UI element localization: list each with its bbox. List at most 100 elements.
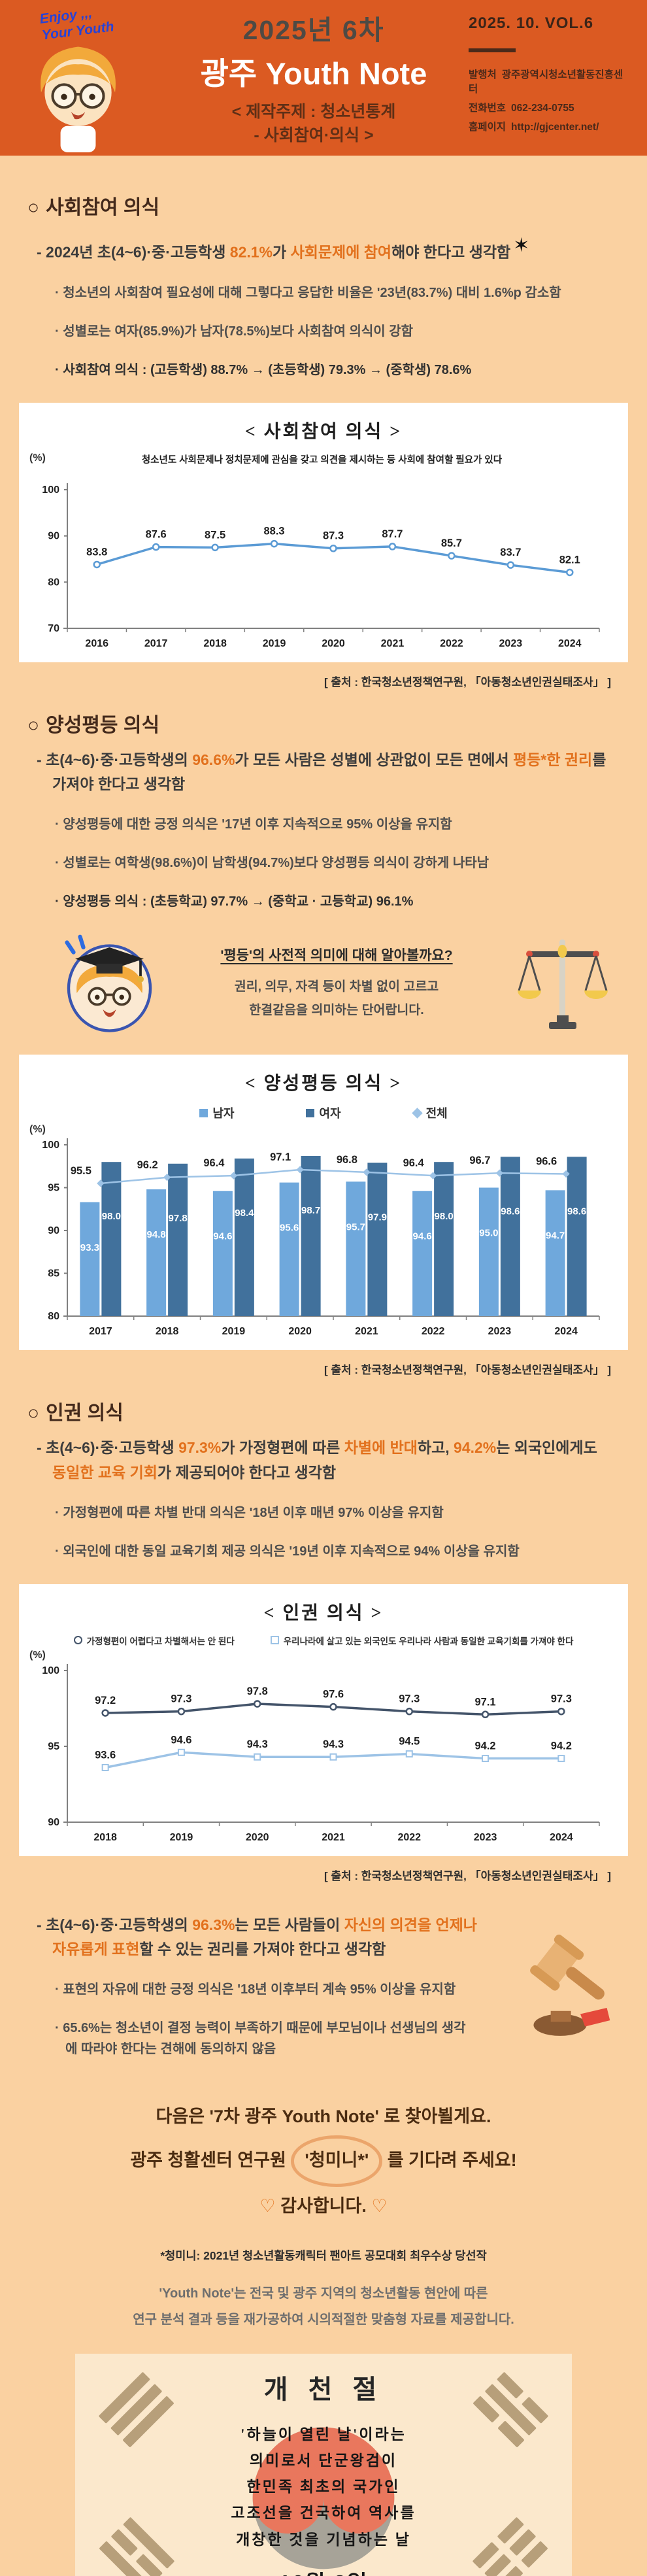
chart-question-text: 청소년도 사회문제나 정치문제에 관심을 갖고 의견을 제시하는 등 사회에 참… (141, 454, 503, 466)
volume-label: 2025. 10. VOL.6 (469, 14, 594, 32)
svg-text:2016: 2016 (85, 638, 108, 649)
svg-text:95: 95 (48, 1183, 59, 1194)
svg-text:2021: 2021 (322, 1832, 345, 1843)
trigram-gam-icon (473, 2371, 548, 2447)
svg-text:2017: 2017 (89, 1326, 112, 1337)
foundation-day-card: 개 천 절 '하늘이 열린 날'이라는 의미로서 단군왕검이 한민족 최초의 국… (75, 2353, 572, 2576)
svg-text:90: 90 (48, 531, 59, 542)
bullet-item: · 양성평등 의식 : (초등학교) 97.7% → (중학교 · 고등학교) … (55, 894, 414, 909)
svg-text:95.5: 95.5 (71, 1165, 91, 1177)
trigram-geon-icon (99, 2371, 174, 2447)
svg-text:2024: 2024 (550, 1832, 573, 1843)
svg-text:93.6: 93.6 (95, 1749, 116, 1761)
svg-text:95.7: 95.7 (346, 1222, 365, 1233)
svg-text:100: 100 (42, 1140, 59, 1151)
header-titles: 2025년 6차 광주 Youth Note < 제작주제 : 청소년통계 - … (141, 8, 487, 148)
svg-text:88.3: 88.3 (263, 526, 284, 537)
chart-title: < 사회참여 의식 > (244, 421, 403, 442)
scales-of-justice-icon (518, 940, 608, 1030)
trigram-gon-icon (473, 2517, 548, 2576)
svg-text:94.2: 94.2 (475, 1740, 496, 1752)
svg-text:94.6: 94.6 (413, 1231, 432, 1242)
bullet-item: · 성별로는 여자(85.9%)가 남자(78.5%)보다 사회참여 의식이 강… (55, 324, 414, 339)
foundation-day-date: 10월 3일 (75, 2566, 572, 2576)
chart-title: < 인권 의식 > (263, 1602, 384, 1623)
svg-text:2024: 2024 (554, 1326, 578, 1337)
svg-text:2022: 2022 (397, 1832, 421, 1843)
svg-text:96.4: 96.4 (203, 1158, 225, 1170)
svg-text:83.7: 83.7 (500, 547, 521, 558)
svg-text:98.4: 98.4 (235, 1208, 254, 1219)
closing-line-1: 다음은 '7차 광주 Youth Note' 로 찾아뵐게요. (156, 2107, 491, 2127)
closing-description: 'Youth Note'는 전국 및 광주 지역의 청소년활동 현안에 따른 연… (133, 2286, 514, 2327)
gender-equality-bar-chart: 80 85 90 95 100 2017 2018 2019 2020 2021 2022 2023 2… (42, 1138, 600, 1337)
svg-text:93.3: 93.3 (80, 1242, 99, 1253)
svg-text:97.1: 97.1 (270, 1151, 291, 1163)
callout-title: '평등'의 사전적 의미에 대해 알아볼까요? (220, 948, 453, 964)
svg-text:80: 80 (48, 1311, 59, 1322)
svg-text:2023: 2023 (499, 638, 523, 649)
bullet-item: · 청소년의 사회참여 필요성에 대해 그렇다고 응답한 비율은 '23년(83… (55, 285, 561, 300)
svg-text:98.6: 98.6 (501, 1206, 520, 1217)
newsletter-title: 광주 Youth Note (200, 56, 427, 91)
svg-text:95.6: 95.6 (280, 1223, 299, 1234)
homepage-link[interactable]: http://gjcenter.net/ (511, 122, 599, 133)
gender-equality-chart-card: < 양성평등 의식 > 남자 여자 전체 (%) 80 85 90 95 100 2017 20… (19, 1055, 628, 1351)
homepage-row: 홈페이지 http://gjcenter.net/ (469, 122, 599, 133)
svg-text:2023: 2023 (488, 1326, 512, 1337)
bullet-item: · 65.6%는 청소년이 결정 능력이 부족하기 때문에 부모님이나 선생님의… (55, 2021, 466, 2057)
svg-text:2021: 2021 (381, 638, 405, 649)
bullet-item: · 양성평등에 대한 긍정 의식은 '17년 이후 지속적으로 95% 이상을 … (55, 817, 452, 832)
chart-subtitle-row: (%) 청소년도 사회문제나 정치문제에 관심을 갖고 의견을 제시하는 등 사… (19, 452, 628, 466)
svg-text:96.4: 96.4 (403, 1158, 425, 1170)
svg-text:96.2: 96.2 (137, 1159, 158, 1171)
svg-text:97.1: 97.1 (475, 1696, 496, 1708)
svg-text:97.6: 97.6 (323, 1689, 344, 1701)
svg-text:2018: 2018 (156, 1326, 179, 1337)
svg-text:94.6: 94.6 (213, 1231, 232, 1242)
callout-body: 권리, 의무, 자격 등이 차별 없이 고르고 한결같음을 의미하는 단어랍니다… (234, 979, 439, 1018)
trigram-ri-icon (99, 2517, 174, 2576)
svg-text:90: 90 (48, 1225, 59, 1236)
section-human-rights: ○ 인권 의식 - 초(4~6)·중·고등학생 97.3%가 가정형편에 따른 차… (0, 1397, 647, 2059)
svg-text:94.8: 94.8 (147, 1230, 166, 1241)
svg-text:80: 80 (48, 577, 59, 588)
section-heading: ○ 양성평등 의식 (27, 714, 160, 736)
unit-label: (%) (29, 1124, 46, 1136)
svg-text:2023: 2023 (474, 1832, 497, 1843)
expression-block: - 초(4~6)·중·고등학생의 96.3%는 모든 사람들이 자신의 의견을 … (0, 1903, 621, 2060)
svg-text:2020: 2020 (288, 1326, 312, 1337)
publisher-row: 발행처 광주광역시청소년활동진흥센터 (469, 69, 623, 95)
svg-text:100: 100 (42, 1665, 59, 1676)
unit-label: (%) (29, 452, 46, 464)
svg-text:2019: 2019 (170, 1832, 193, 1843)
svg-text:94.6: 94.6 (171, 1734, 191, 1746)
edition-title: 2025년 6차 (242, 15, 385, 45)
svg-text:95.0: 95.0 (479, 1228, 498, 1239)
svg-text:97.3: 97.3 (551, 1693, 572, 1705)
source-note: [ 출처 : 한국청소년정책연구원, 「아동청소년인권실태조사」 ] (324, 675, 611, 688)
svg-text:2024: 2024 (558, 638, 582, 649)
svg-text:98.0: 98.0 (435, 1212, 454, 1223)
svg-text:90: 90 (48, 1817, 59, 1828)
newsletter-subtitle: < 제작주제 : 청소년통계 - 사회참여·의식 > (231, 103, 396, 145)
svg-text:2022: 2022 (440, 638, 463, 649)
section-lead: - 초(4~6)·중·고등학생의 96.3%는 모든 사람들이 자신의 의견을 … (37, 1916, 477, 1958)
newsletter-body: ○ 사회참여 의식 - 2024년 초(4~6)·중·고등학생 82.1%가 사회… (0, 156, 647, 2576)
svg-text:87.7: 87.7 (382, 528, 403, 540)
chart-title: < 양성평등 의식 > (244, 1074, 403, 1094)
unit-label: (%) (29, 1649, 46, 1661)
svg-text:2019: 2019 (222, 1326, 246, 1337)
svg-text:94.3: 94.3 (247, 1738, 268, 1750)
section-lead: - 초(4~6)·중·고등학생의 96.6%가 모든 사람은 성별에 상관없이 … (37, 751, 606, 793)
svg-text:94.7: 94.7 (546, 1230, 565, 1242)
svg-text:85.7: 85.7 (441, 537, 462, 549)
bullet-item: · 성별로는 여학생(98.6%)이 남학생(94.7%)보다 양성평등 의식이… (55, 856, 489, 871)
closing-block: 다음은 '7차 광주 Youth Note' 로 찾아뵐게요. 광주 청활센터 … (0, 2097, 647, 2332)
bullet-item: · 표현의 자유에 대한 긍정 의식은 '18년 이후부터 계속 95% 이상을… (55, 1982, 456, 1997)
divider (469, 48, 516, 52)
equality-definition-callout: '평등'의 사전적 의미에 대해 알아볼까요? 권리, 의무, 자격 등이 차별… (59, 934, 608, 1033)
svg-text:97.8: 97.8 (169, 1213, 188, 1224)
section-social-participation: ○ 사회참여 의식 - 2024년 초(4~6)·중·고등학생 82.1%가 사회… (0, 191, 647, 689)
svg-text:87.5: 87.5 (205, 529, 225, 541)
